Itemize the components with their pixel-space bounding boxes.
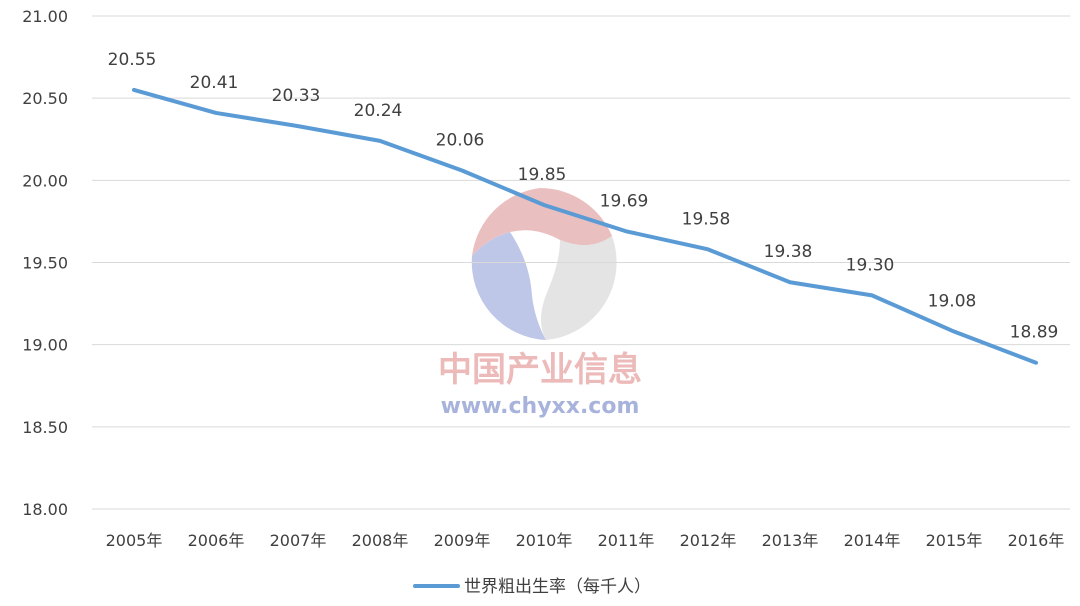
y-tick-label: 18.50 bbox=[22, 418, 68, 437]
x-tick-label: 2009年 bbox=[434, 531, 491, 550]
data-label: 20.41 bbox=[190, 73, 239, 93]
x-tick-label: 2008年 bbox=[352, 531, 409, 550]
x-tick-label: 2015年 bbox=[926, 531, 983, 550]
data-label: 19.30 bbox=[846, 255, 895, 275]
x-tick-label: 2006年 bbox=[188, 531, 245, 550]
data-labels: 20.55 20.41 20.33 20.24 20.06 19.85 19.69 19.58… bbox=[108, 50, 1059, 343]
series-group bbox=[132, 87, 1038, 365]
data-label: 19.08 bbox=[928, 292, 977, 312]
legend-label: 世界粗出生率（每千人） bbox=[464, 577, 651, 597]
data-label: 19.58 bbox=[682, 209, 731, 229]
data-label: 20.55 bbox=[108, 50, 157, 70]
x-tick-label: 2007年 bbox=[270, 531, 327, 550]
y-axis-ticks: 18.00 18.50 19.00 19.50 20.00 20.50 21.00 bbox=[22, 7, 68, 519]
watermark: 中国产业信息 www.chyxx.com bbox=[438, 188, 642, 419]
y-tick-label: 21.00 bbox=[22, 7, 68, 26]
x-axis-ticks: 2005年 2006年 2007年 2008年 2009年 2010年 2011年 2012年… bbox=[106, 531, 1065, 550]
data-label: 20.24 bbox=[354, 101, 403, 121]
data-label: 19.38 bbox=[764, 242, 813, 262]
data-label: 20.06 bbox=[436, 130, 485, 150]
watermark-name: 中国产业信息 bbox=[438, 350, 642, 390]
x-tick-label: 2014年 bbox=[844, 531, 901, 550]
data-label: 18.89 bbox=[1010, 323, 1059, 343]
data-label: 19.85 bbox=[518, 165, 567, 185]
data-label: 20.33 bbox=[272, 86, 321, 106]
y-tick-label: 20.50 bbox=[22, 89, 68, 108]
y-tick-label: 18.00 bbox=[22, 500, 68, 519]
x-tick-label: 2013年 bbox=[762, 531, 819, 550]
series-line bbox=[132, 87, 1038, 365]
x-tick-label: 2010年 bbox=[516, 531, 573, 550]
data-label: 19.69 bbox=[600, 191, 649, 211]
x-tick-label: 2005年 bbox=[106, 531, 163, 550]
gridlines bbox=[92, 15, 1070, 510]
x-tick-label: 2011年 bbox=[598, 531, 655, 550]
x-tick-label: 2016年 bbox=[1008, 531, 1065, 550]
watermark-logo bbox=[471, 188, 617, 340]
x-tick-label: 2012年 bbox=[680, 531, 737, 550]
watermark-url: www.chyxx.com bbox=[441, 394, 640, 419]
y-tick-label: 19.50 bbox=[22, 254, 68, 273]
legend: 世界粗出生率（每千人） bbox=[413, 577, 651, 597]
y-tick-label: 19.00 bbox=[22, 336, 68, 355]
y-tick-label: 20.00 bbox=[22, 171, 68, 190]
